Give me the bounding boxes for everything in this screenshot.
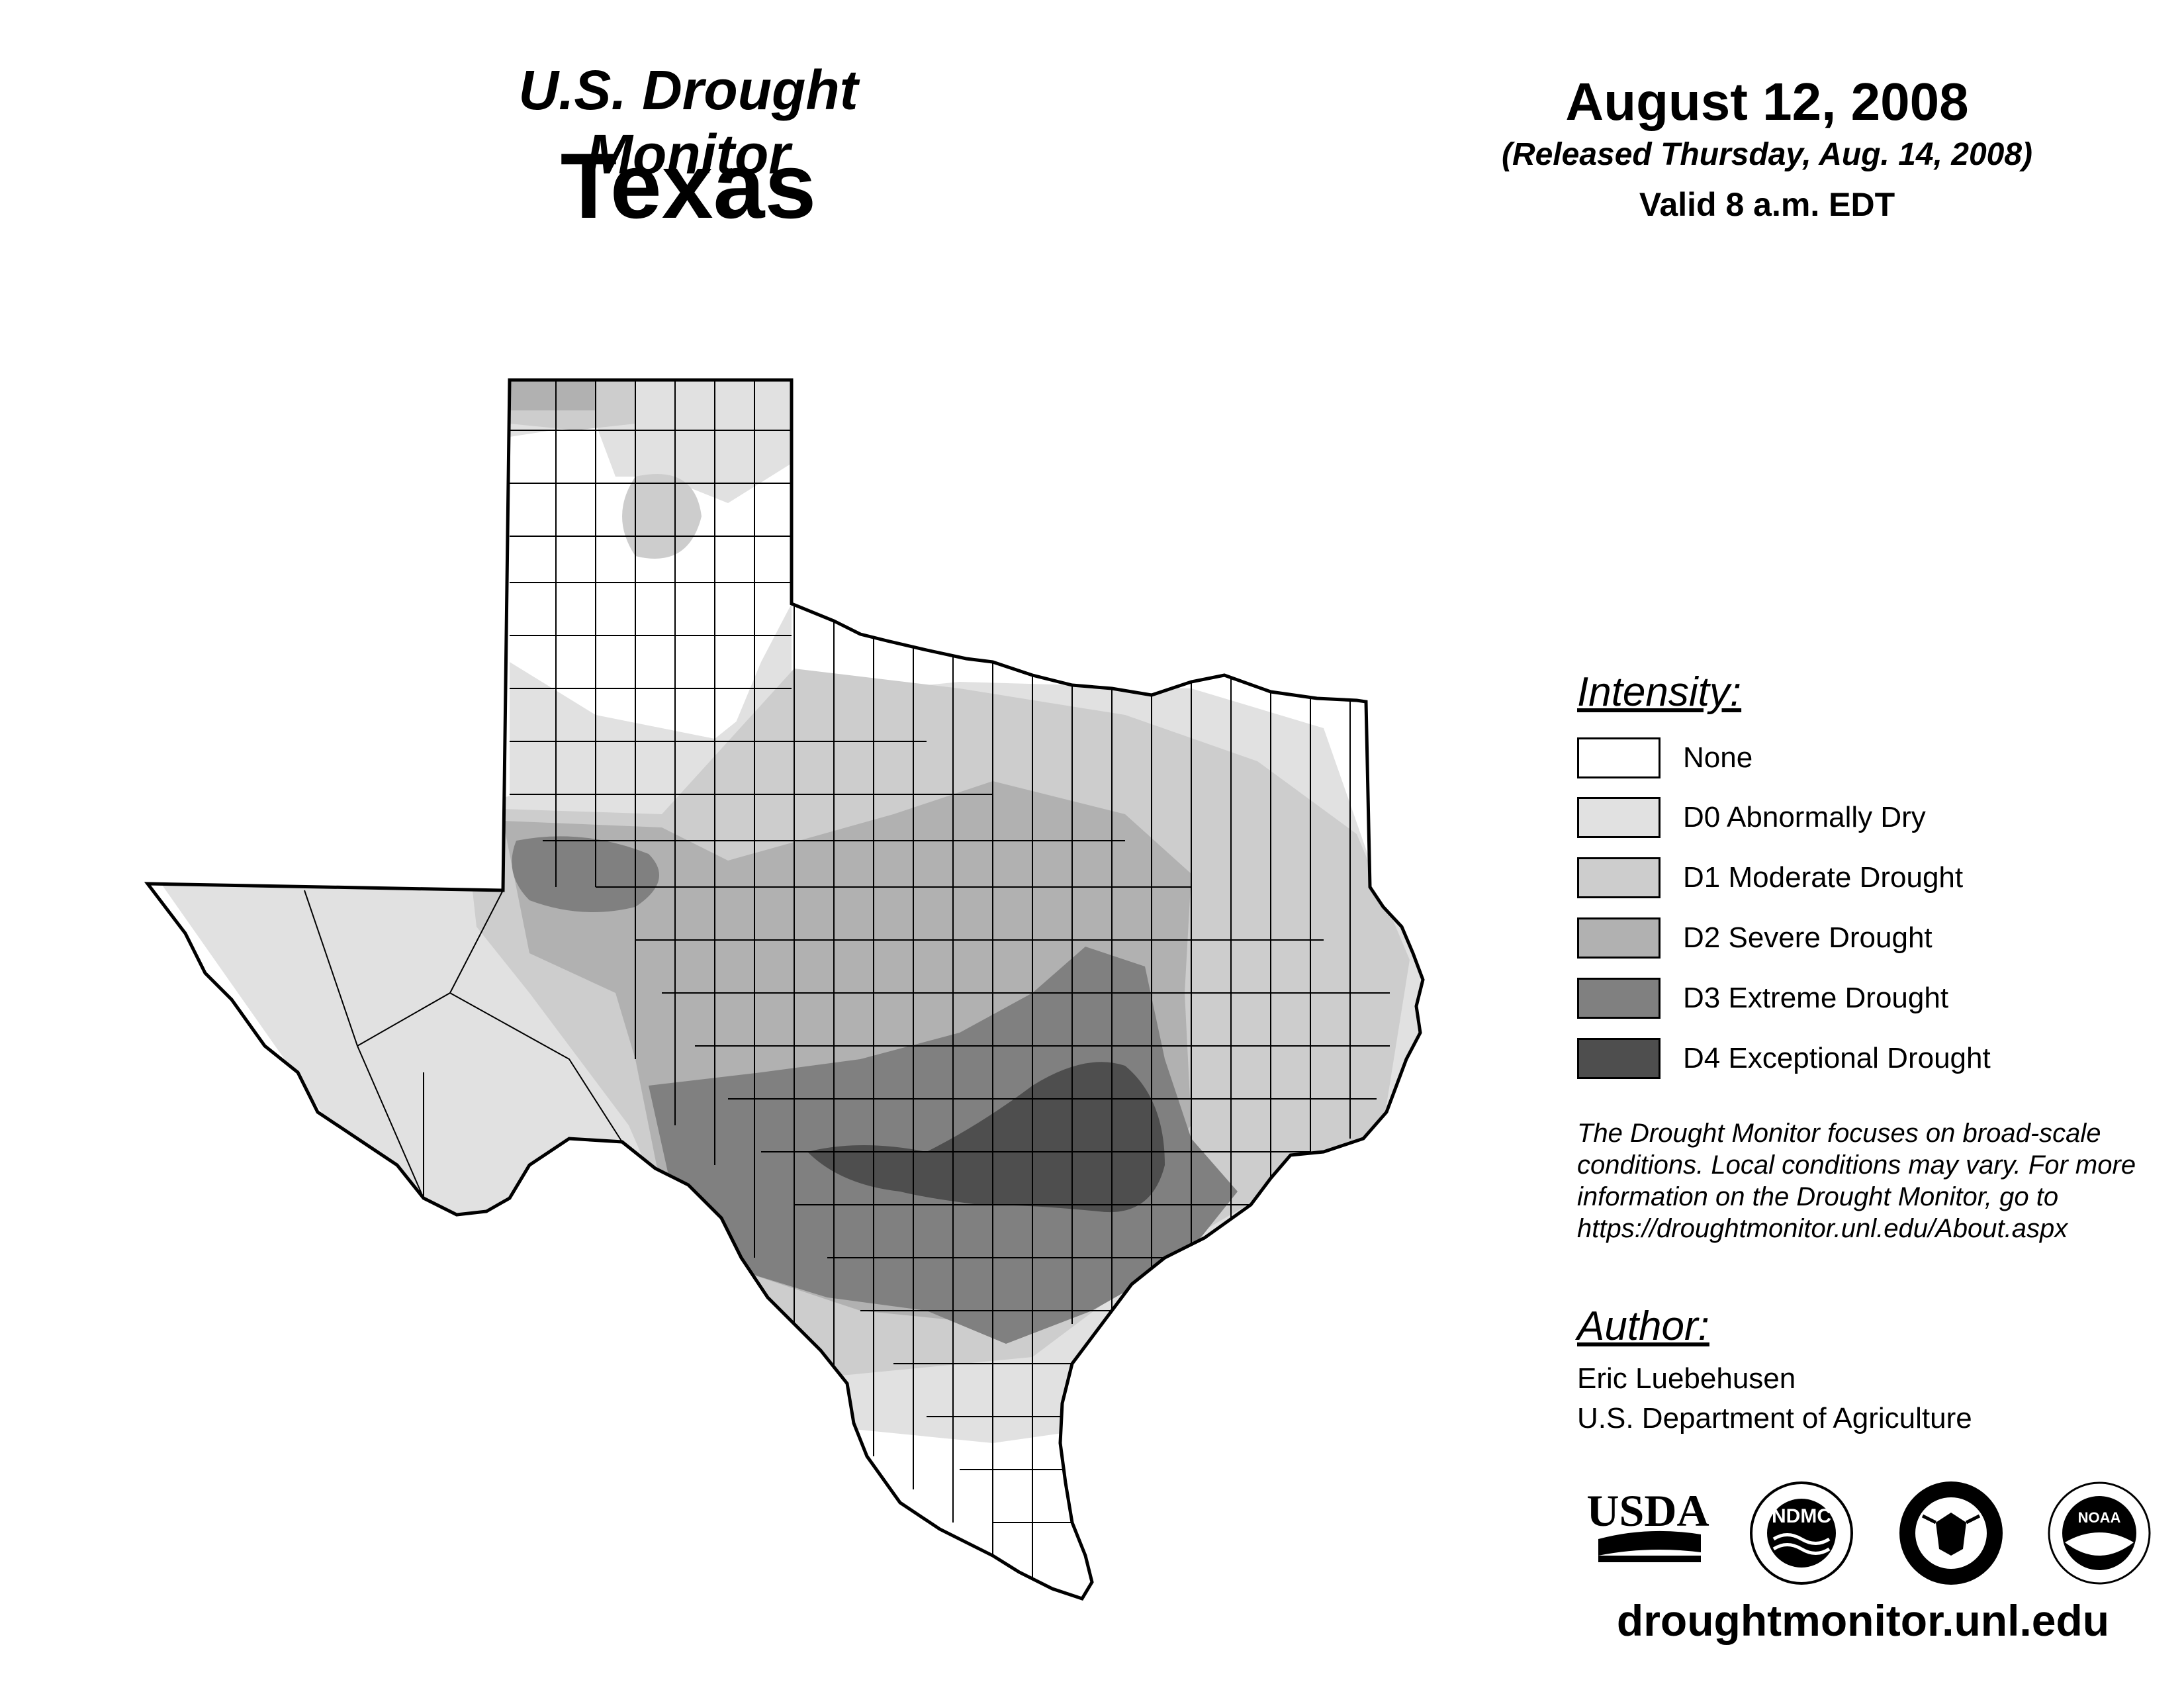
legend-swatch (1577, 1038, 1661, 1079)
author-org: U.S. Department of Agriculture (1577, 1402, 1972, 1434)
website-url: droughtmonitor.unl.edu (1616, 1596, 2110, 1645)
state-title: Texas (560, 134, 817, 238)
legend-label: D3 Extreme Drought (1683, 982, 1949, 1014)
county-lines (304, 380, 1390, 1582)
legend-item-d1: D1 Moderate Drought (1577, 856, 2140, 900)
legend-title: Intensity: (1577, 669, 1742, 715)
legend-label: None (1683, 741, 1753, 774)
legend-swatch (1577, 737, 1661, 778)
legend-label: D2 Severe Drought (1683, 921, 1933, 954)
legend-swatch (1577, 978, 1661, 1019)
d2-panhandle-north (510, 380, 596, 410)
author-title: Author: (1577, 1303, 1709, 1349)
legend-label: D1 Moderate Drought (1683, 861, 1964, 894)
legend-swatch (1577, 917, 1661, 959)
d3-panhandle-spot (512, 836, 659, 912)
legend-swatch (1577, 797, 1661, 838)
legend-label: D0 Abnormally Dry (1683, 801, 1926, 833)
legend-item-none: None (1577, 736, 2140, 780)
legend-item-d0: D0 Abnormally Dry (1577, 796, 2140, 839)
valid-time: Valid 8 a.m. EDT (1639, 186, 1895, 223)
legend-label: D4 Exceptional Drought (1683, 1042, 1991, 1074)
legend-item-d2: D2 Severe Drought (1577, 916, 2140, 960)
release-date: (Released Thursday, Aug. 14, 2008) (1501, 137, 2033, 172)
author-name: Eric Luebehusen (1577, 1362, 1796, 1395)
legend-swatch (1577, 857, 1661, 898)
map-subtitle: U.S. Drought Monitor (518, 59, 858, 185)
d1-panhandle-spot (622, 474, 702, 559)
drought-monitor-note: The Drought Monitor focuses on broad-sca… (1577, 1119, 2136, 1243)
legend-item-d3: D3 Extreme Drought (1577, 976, 2140, 1020)
legend-item-d4: D4 Exceptional Drought (1577, 1037, 2140, 1080)
map-date: August 12, 2008 (1565, 72, 1969, 131)
